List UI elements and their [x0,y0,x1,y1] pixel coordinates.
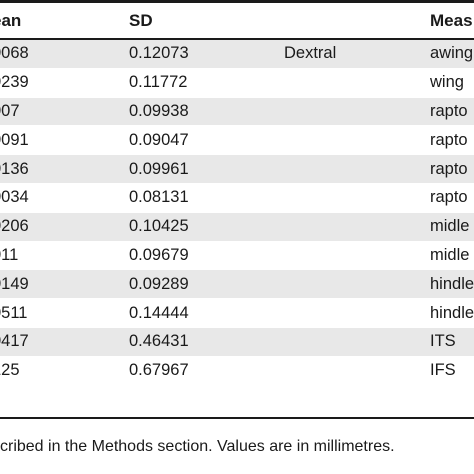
cell-sd: 0.09289 [129,274,189,293]
table-top-rule [0,0,474,3]
cell-mean: 125 [0,361,20,380]
cell-mean: 0206 [0,217,29,236]
table-footnote: cribed in the Methods section. Values ar… [0,438,395,455]
cell-measure: wing [430,73,464,92]
table-row: 007 0.09938 rapto [0,97,474,127]
table-row: 0239 0.11772 wing [0,68,474,98]
header-measure: Meas [430,10,473,30]
cell-measure: rapto [430,188,468,207]
cell-measure: midle [430,217,470,236]
cell-sd: 0.11772 [129,73,188,92]
cell-mean: 0239 [0,73,29,92]
table-row: 0091 0.09047 rapto [0,126,474,156]
cell-mean: 0149 [0,274,29,293]
cell-mean: 0091 [0,130,29,149]
cell-sd: 0.09679 [129,245,189,264]
cell-side: Dextral [284,44,337,63]
table-row: 0511 0.14444 hindle [0,299,474,328]
cell-measure: rapto [430,101,468,120]
table-row: 0136 0.09961 rapto [0,155,474,184]
table-body: 0068 0.12073 Dextral awing 0239 0.11772 … [0,40,474,386]
cell-mean: 007 [0,101,20,120]
table-row: 0068 0.12073 Dextral awing [0,40,474,69]
cell-sd: 0.14444 [129,303,189,322]
cell-sd: 0.09961 [129,159,189,178]
cell-measure: rapto [430,130,468,149]
table-row: 0417 0.46431 ITS [0,327,474,357]
table-row: 0034 0.08131 rapto [0,183,474,213]
table-header-rule [0,38,474,40]
cell-measure: rapto [430,159,468,178]
cell-sd: 0.08131 [129,188,189,207]
table-header-row: ean SD Meas [0,3,474,38]
cell-measure: hindle [430,274,474,293]
table-row: 011 0.09679 midle [0,241,474,271]
cell-measure: awing [430,44,474,63]
cell-measure: hindle [430,303,474,322]
cell-measure: IFS [430,361,456,380]
table-row: 125 0.67967 IFS [0,356,474,386]
table-row: 0149 0.09289 hindle [0,270,474,300]
cell-mean: 0034 [0,188,29,207]
cell-sd: 0.09047 [129,130,189,149]
cell-mean: 011 [0,245,19,264]
cell-mean: 0511 [0,303,28,322]
cell-measure: ITS [430,332,456,351]
table-row: 0206 0.10425 midle [0,212,474,242]
cell-measure: midle [430,245,470,264]
cell-sd: 0.46431 [129,332,189,351]
cell-mean: 0068 [0,44,29,63]
cell-mean: 0417 [0,332,29,351]
cell-sd: 0.67967 [129,361,189,380]
header-mean: ean [0,10,22,30]
cell-sd: 0.09938 [129,101,189,120]
cell-sd: 0.12073 [129,44,189,63]
header-sd: SD [129,10,153,30]
cell-mean: 0136 [0,159,29,178]
cell-sd: 0.10425 [129,217,189,236]
table-bottom-rule [0,417,474,419]
